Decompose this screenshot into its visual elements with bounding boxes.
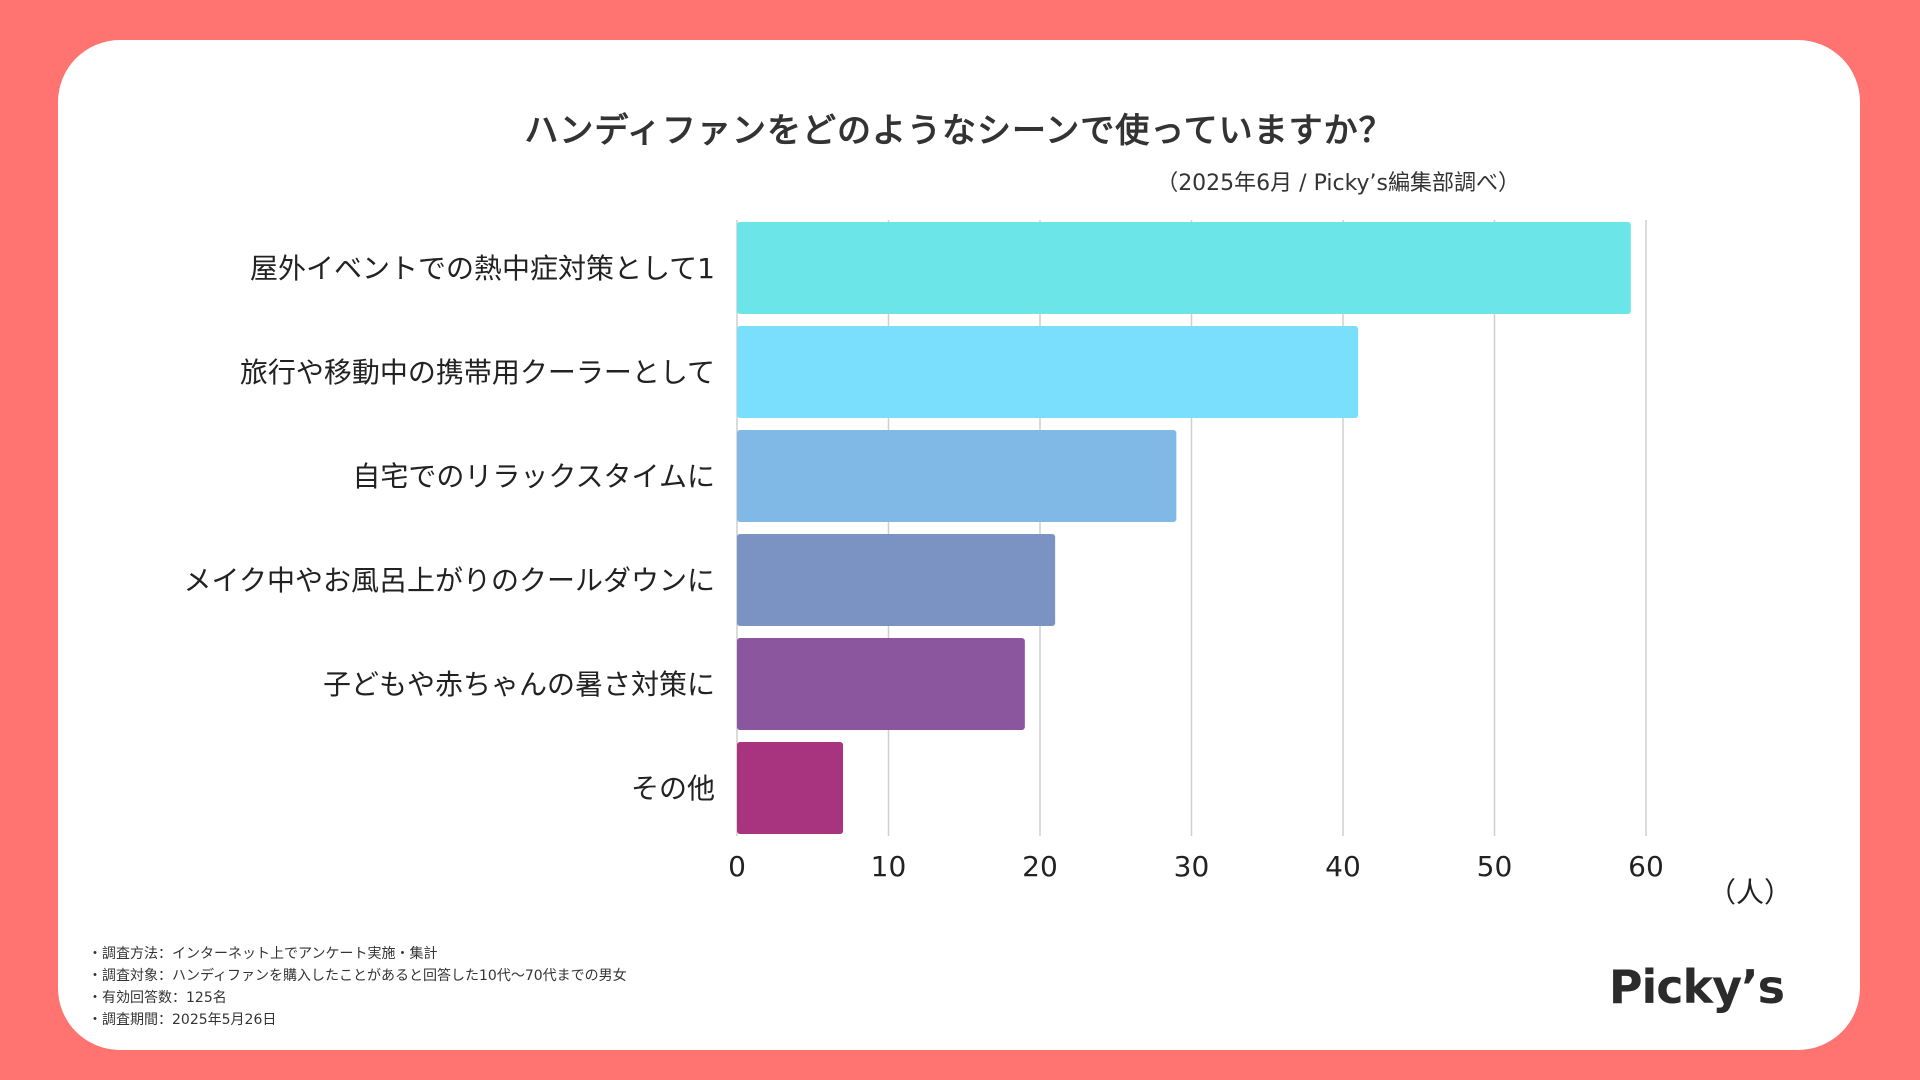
x-tick-label: 40 <box>1325 850 1361 883</box>
note-method: ・調査方法：インターネット上でアンケート実施・集計 <box>88 946 438 962</box>
x-tick-label: 50 <box>1477 850 1513 883</box>
bar-2 <box>737 326 1359 418</box>
survey-notes: ・調査方法：インターネット上でアンケート実施・集計 ・調査対象：ハンディファンを… <box>88 943 627 1031</box>
chart-card: ハンディファンをどのようなシーンで使っていますか？ （2025年6月 / Pic… <box>58 40 1860 1050</box>
category-label: メイク中やお風呂上がりのクールダウンに <box>184 564 715 597</box>
bar-1 <box>737 222 1631 314</box>
bar-3 <box>737 430 1177 522</box>
chart-title: ハンディファンをどのようなシーンで使っていますか？ <box>524 111 1394 151</box>
category-label: 自宅でのリラックスタイムに <box>352 460 715 493</box>
bar-5 <box>737 638 1025 730</box>
chart-source: （2025年6月 / Picky’s編集部調べ） <box>1156 171 1520 196</box>
x-tick-label: 30 <box>1174 850 1210 883</box>
category-label: 屋外イベントでの熱中症対策として1 <box>250 252 715 285</box>
note-period: ・調査期間：2025年5月26日 <box>88 1012 277 1028</box>
brand-logo: Picky’s <box>1608 960 1785 1014</box>
x-tick-label: 0 <box>728 850 746 883</box>
x-tick-label: 20 <box>1022 850 1058 883</box>
x-tick-label: 10 <box>871 850 907 883</box>
bar-chart: 屋外イベントでの熱中症対策として1 旅行や移動中の携帯用クーラーとして自宅でのリラ… <box>184 220 1792 909</box>
note-target: ・調査対象：ハンディファンを購入したことがあると回答した10代〜70代までの男女 <box>88 968 627 984</box>
bar-6 <box>737 742 844 834</box>
note-count: ・有効回答数：125名 <box>88 990 227 1006</box>
x-axis-unit: （人） <box>1708 876 1792 909</box>
category-label: 子どもや赤ちゃんの暑さ対策に <box>323 668 715 701</box>
x-tick-label: 60 <box>1628 850 1664 883</box>
bar-4 <box>737 534 1056 626</box>
category-label: その他 <box>631 772 715 805</box>
category-label: 旅行や移動中の携帯用クーラーとして <box>240 356 715 389</box>
